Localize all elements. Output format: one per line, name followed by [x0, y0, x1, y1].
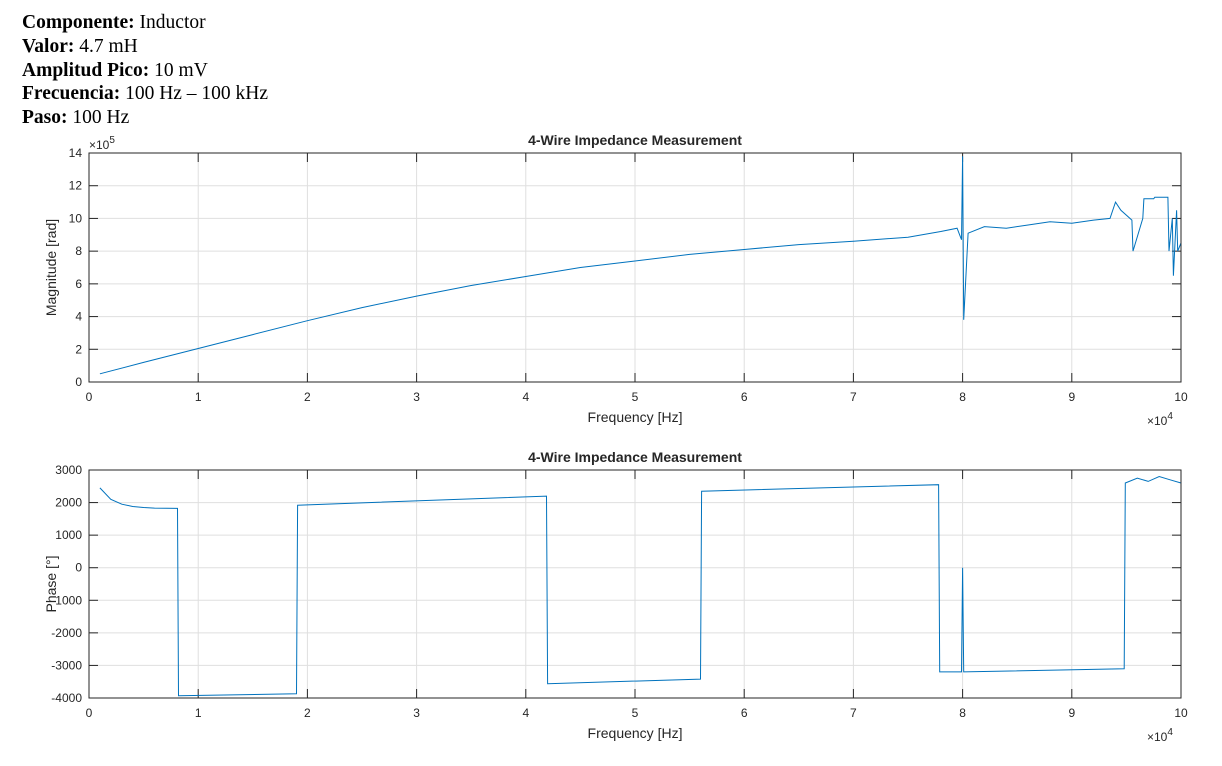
- y-tick-label: -4000: [51, 691, 82, 705]
- y-tick-label: 6: [75, 277, 82, 291]
- y-tick-label: 12: [69, 179, 83, 193]
- x-tick-label: 5: [632, 706, 639, 720]
- y-tick-label: 1000: [55, 528, 82, 542]
- frequency-value: 100 Hz – 100 kHz: [125, 83, 269, 105]
- axes-box: [88, 152, 1182, 383]
- x-tick-label: 4: [522, 390, 529, 404]
- y-tick-label: 8: [75, 244, 82, 258]
- x-tick-label: 9: [1068, 706, 1075, 720]
- step-label: Paso:: [22, 107, 68, 129]
- x-tick-label: 10: [1174, 390, 1188, 404]
- y-tick-label: 14: [69, 146, 83, 160]
- x-tick-label: 1: [195, 390, 202, 404]
- x-exponent-label: ×104: [1147, 727, 1173, 744]
- y-tick-label: -1000: [51, 593, 82, 607]
- x-tick-label: 6: [741, 706, 748, 720]
- x-tick-label: 8: [959, 706, 966, 720]
- x-tick-label: 7: [850, 390, 857, 404]
- x-tick-label: 6: [741, 390, 748, 404]
- y-tick-label: 4: [75, 310, 82, 324]
- y-tick-label: -3000: [51, 658, 82, 672]
- x-tick-label: 5: [632, 390, 639, 404]
- x-tick-label: 3: [413, 706, 420, 720]
- x-tick-label: 3: [413, 390, 420, 404]
- component-label: Componente:: [22, 12, 135, 33]
- amplitude-label: Amplitud Pico:: [22, 59, 150, 81]
- x-tick-label: 9: [1068, 390, 1075, 404]
- component-value: Inductor: [139, 12, 206, 33]
- step-value: 100 Hz: [72, 107, 130, 129]
- header-row-component: Componente: Inductor: [22, 11, 268, 35]
- chart-title: 4-Wire Impedance Measurement: [528, 132, 742, 148]
- chart-title: 4-Wire Impedance Measurement: [528, 449, 742, 465]
- value-value: 4.7 mH: [79, 35, 138, 57]
- y-tick-label: 10: [69, 211, 83, 225]
- x-tick-label: 8: [959, 390, 966, 404]
- y-tick-label: 0: [75, 375, 82, 389]
- x-tick-label: 0: [86, 706, 93, 720]
- series-line: [99, 475, 1182, 697]
- header-row-frequency: Frecuencia: 100 Hz – 100 kHz: [22, 82, 268, 106]
- header-row-amplitude: Amplitud Pico: 10 mV: [22, 59, 268, 83]
- amplitude-value: 10 mV: [154, 59, 208, 81]
- x-tick-label: 2: [304, 390, 311, 404]
- y-tick-label: 2: [75, 342, 82, 356]
- frequency-label: Frecuencia:: [22, 83, 121, 105]
- y-tick-label: 3000: [55, 463, 82, 477]
- x-tick-label: 7: [850, 706, 857, 720]
- x-axis-label: Frequency [Hz]: [588, 409, 683, 425]
- measurement-header: Componente: Inductor Valor: 4.7 mH Ampli…: [22, 11, 268, 130]
- x-tick-label: 2: [304, 706, 311, 720]
- header-row-step: Paso: 100 Hz: [22, 106, 268, 130]
- x-tick-label: 4: [522, 706, 529, 720]
- y-axis-label: Magnitude [rad]: [43, 219, 59, 316]
- x-exponent-label: ×104: [1147, 411, 1173, 428]
- x-tick-label: 0: [86, 390, 93, 404]
- x-axis-label: Frequency [Hz]: [588, 725, 683, 741]
- y-tick-label: 0: [75, 561, 82, 575]
- y-tick-label: -2000: [51, 626, 82, 640]
- header-row-value: Valor: 4.7 mH: [22, 35, 268, 59]
- y-exponent-label: ×105: [89, 135, 115, 152]
- axes-box: [88, 469, 1182, 699]
- chart-2: 0 1 2 3 4 5 6 7 8 9 10 -4000 -3000 -2000 -1000 0 1000 200…: [43, 449, 1188, 744]
- y-tick-label: 2000: [55, 496, 82, 510]
- value-label: Valor:: [22, 35, 75, 57]
- x-tick-label: 1: [195, 706, 202, 720]
- y-axis-label: Phase [°]: [43, 556, 59, 613]
- series-line: [99, 156, 1182, 375]
- x-tick-label: 10: [1174, 706, 1188, 720]
